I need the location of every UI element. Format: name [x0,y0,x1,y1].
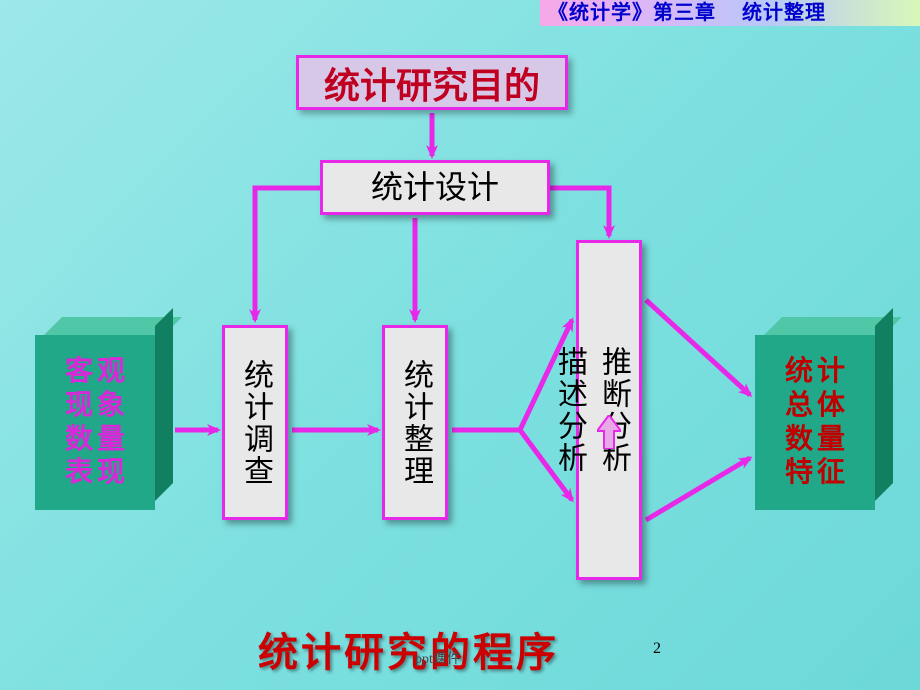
block-left: 客 观 现 象 数 量 表 现 [35,335,155,510]
node-purpose-label: 统计研究目的 [324,57,540,109]
up-arrow-icon [597,415,621,449]
footer-text: ppt课件 [415,648,461,668]
header-book: 《统计学》第三章 [548,2,716,24]
page-number: 2 [653,640,661,658]
node-analysis-top-label: 推断分析 [591,346,635,474]
slide-header: 《统计学》第三章 统计整理 [540,0,920,26]
node-analysis: 推断分析 描述分析 [576,240,642,580]
node-survey-label: 统计调查 [233,359,277,487]
block-right-text: 统 计 总 体 数 量 特 征 [785,355,845,489]
node-purpose: 统计研究目的 [296,55,568,110]
node-design: 统计设计 [320,160,550,215]
block-right: 统 计 总 体 数 量 特 征 [755,335,875,510]
bottom-title: 统计研究的程序 [258,620,559,678]
header-chapter: 统计整理 [742,2,826,24]
node-survey: 统计调查 [222,325,288,520]
node-organize: 统计整理 [382,325,448,520]
node-design-label: 统计设计 [371,168,499,206]
block-left-text: 客 观 现 象 数 量 表 现 [65,355,125,489]
node-organize-label: 统计整理 [393,359,437,487]
node-analysis-bottom-label: 描述分析 [547,346,591,474]
